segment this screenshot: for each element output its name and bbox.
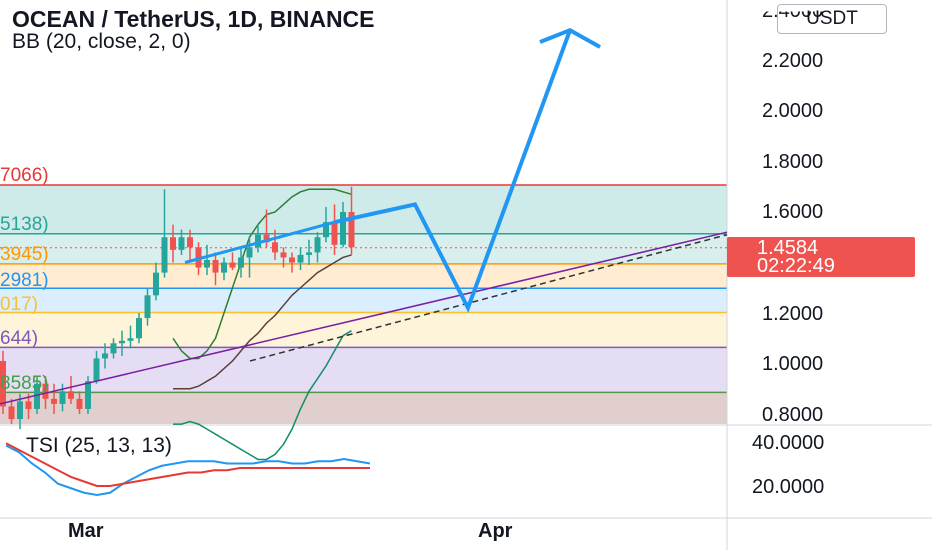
- price-label-2.2: 2.2000: [762, 50, 824, 72]
- price-label-1.0: 1.0000: [762, 353, 824, 375]
- bb-lower: [173, 330, 352, 461]
- candle-body: [110, 343, 117, 354]
- candle-body: [348, 212, 355, 248]
- bar-countdown: 02:22:49: [757, 255, 835, 277]
- indicator-legend-tsi[interactable]: TSI (25, 13, 13): [26, 434, 172, 457]
- candle-body: [59, 391, 66, 404]
- candle-body: [297, 254, 304, 263]
- fib-label-3: 3945): [0, 244, 49, 265]
- candle-body: [76, 398, 83, 409]
- trendline-dashed: [249, 233, 728, 362]
- fib-band-bottom: [0, 392, 727, 424]
- bb-basis: [173, 254, 352, 390]
- fib-label-6: 644): [0, 328, 39, 349]
- tsi-label-40: 40.0000: [752, 432, 825, 454]
- fib-band-6: [0, 347, 727, 393]
- candle-body: [178, 237, 185, 250]
- fib-band-3: [0, 263, 727, 289]
- candle-body: [306, 252, 312, 255]
- candle-body: [102, 353, 108, 359]
- candle-body: [238, 257, 244, 268]
- fib-label-4: 2981): [0, 270, 49, 291]
- fib-label-2: 5138): [0, 214, 49, 235]
- bb-upper: [172, 188, 352, 360]
- candle-body: [280, 252, 287, 258]
- indicator-legend-bb[interactable]: BB (20, close, 2, 0): [12, 30, 191, 53]
- candle-body: [119, 340, 125, 344]
- tsi-pane: [5, 442, 371, 497]
- candle-body: [272, 242, 278, 253]
- time-label-mar: Mar: [68, 520, 104, 542]
- candle-body: [8, 406, 15, 420]
- candle-body: [221, 262, 227, 273]
- candle-body: [42, 383, 49, 399]
- candle-body: [93, 358, 100, 382]
- last-price: 1.4584: [757, 237, 819, 259]
- price-label-1.2: 1.2000: [762, 303, 824, 325]
- candle-body: [212, 259, 219, 273]
- price-label-2.0: 2.0000: [762, 100, 824, 122]
- candle-body: [153, 272, 159, 296]
- candle-body: [0, 360, 6, 407]
- candle-body: [314, 237, 321, 253]
- time-label-apr: Apr: [478, 520, 513, 542]
- projection-path: [334, 29, 572, 313]
- bollinger-bands: [172, 188, 352, 461]
- candle-body: [34, 383, 40, 409]
- candle-body: [323, 222, 329, 238]
- fibonacci-retracement-bands: [0, 184, 727, 424]
- fib-label-7: 8585): [0, 373, 49, 394]
- candlestick-series: [0, 186, 355, 430]
- candle-body: [331, 222, 338, 245]
- fib-label-1: 7066): [0, 165, 49, 186]
- candle-body: [51, 398, 57, 404]
- projection-arrowhead: [539, 27, 601, 49]
- candle-body: [340, 212, 346, 245]
- candle-body: [127, 338, 134, 341]
- trendline-support: [0, 231, 728, 405]
- price-label-1.6: 1.6000: [762, 201, 824, 223]
- price-label-2.4: 2.4000: [762, 12, 823, 24]
- candle-body: [161, 237, 168, 273]
- fib-band-7: [0, 392, 727, 424]
- candle-body: [187, 237, 193, 248]
- tsi-label-20: 20.0000: [752, 476, 825, 498]
- currency-button[interactable]: USDT: [777, 4, 887, 34]
- candle-body: [204, 259, 210, 268]
- price-label-0.8: 0.8000: [762, 404, 824, 426]
- candle-body: [263, 234, 270, 243]
- candle-body: [85, 381, 91, 409]
- candle-body: [17, 401, 23, 420]
- chart-title: OCEAN / TetherUS, 1D, BINANCE: [12, 6, 375, 32]
- tsi-signal-line: [5, 442, 370, 487]
- candle-body: [144, 295, 151, 319]
- trendline-blue: [184, 220, 336, 264]
- fib-label-5: 017): [0, 294, 39, 315]
- last-price-tag: 1.4584 02:22:49: [727, 237, 915, 277]
- candle-body: [289, 257, 295, 263]
- tsi-line: [5, 444, 371, 497]
- candle-body: [136, 318, 142, 339]
- fib-band-2: [0, 233, 727, 264]
- candle-body: [229, 262, 236, 268]
- fib-band-4: [0, 288, 727, 313]
- price-label-1.8: 1.8000: [762, 151, 824, 173]
- trendlines: [0, 220, 728, 405]
- candle-body: [255, 234, 261, 248]
- fib-band-1: [0, 184, 727, 234]
- projection-arrow[interactable]: [334, 27, 601, 313]
- candle-body: [25, 401, 32, 409]
- candle-body: [170, 237, 176, 250]
- candle-body: [68, 391, 74, 399]
- candle-body: [246, 247, 253, 258]
